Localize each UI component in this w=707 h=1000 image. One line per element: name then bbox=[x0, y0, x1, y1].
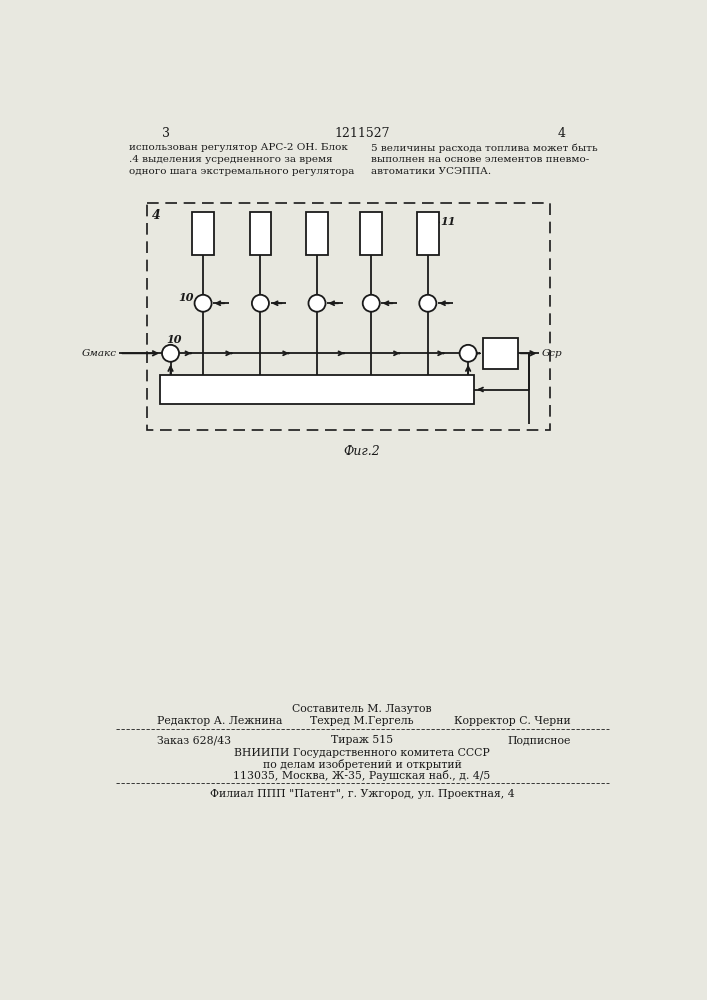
Circle shape bbox=[363, 295, 380, 312]
Bar bbox=[306, 212, 328, 255]
Text: 3: 3 bbox=[162, 127, 170, 140]
Text: Техред М.Гергель: Техред М.Гергель bbox=[310, 716, 414, 726]
Bar bbox=[160, 375, 474, 404]
Text: Подписное: Подписное bbox=[507, 735, 571, 745]
Text: Фиг.2: Фиг.2 bbox=[344, 445, 380, 458]
Text: 12: 12 bbox=[492, 347, 508, 360]
Text: 113035, Москва, Ж-35, Раушская наб., д. 4/5: 113035, Москва, Ж-35, Раушская наб., д. … bbox=[233, 770, 491, 781]
Text: 1211527: 1211527 bbox=[334, 127, 390, 140]
Bar bbox=[483, 338, 518, 369]
Text: 4: 4 bbox=[557, 127, 565, 140]
Text: использован регулятор АРС-2 ОН. Блок
.4 выделения усредненного за время
одного ш: использован регулятор АРС-2 ОН. Блок .4 … bbox=[129, 143, 354, 176]
Text: по делам изобретений и открытий: по делам изобретений и открытий bbox=[262, 759, 462, 770]
Text: 5 величины расхода топлива может быть
выполнен на основе элементов пневмо-
автом: 5 величины расхода топлива может быть вы… bbox=[371, 143, 598, 176]
Circle shape bbox=[419, 295, 436, 312]
Bar bbox=[146, 203, 549, 430]
Text: Заказ 628/43: Заказ 628/43 bbox=[156, 735, 230, 745]
Circle shape bbox=[308, 295, 325, 312]
Text: Gср: Gср bbox=[542, 349, 562, 358]
Bar bbox=[361, 212, 382, 255]
Circle shape bbox=[460, 345, 477, 362]
Text: Тираж 515: Тираж 515 bbox=[331, 735, 393, 745]
Bar bbox=[417, 212, 438, 255]
Text: Gмакс: Gмакс bbox=[82, 349, 117, 358]
Text: Составитель М. Лазутов: Составитель М. Лазутов bbox=[292, 704, 432, 714]
Text: 9: 9 bbox=[313, 382, 322, 396]
Text: ВНИИПИ Государственного комитета СССР: ВНИИПИ Государственного комитета СССР bbox=[234, 748, 490, 758]
Text: 10: 10 bbox=[166, 334, 182, 345]
Text: 4: 4 bbox=[152, 209, 160, 222]
Text: 11: 11 bbox=[440, 216, 456, 227]
Text: Корректор С. Черни: Корректор С. Черни bbox=[454, 716, 571, 726]
Bar bbox=[192, 212, 214, 255]
Text: 10: 10 bbox=[178, 292, 194, 303]
Text: Филиал ППП "Патент", г. Ужгород, ул. Проектная, 4: Филиал ППП "Патент", г. Ужгород, ул. Про… bbox=[210, 789, 514, 799]
Bar bbox=[250, 212, 271, 255]
Circle shape bbox=[194, 295, 211, 312]
Text: Редактор А. Лежнина: Редактор А. Лежнина bbox=[156, 716, 282, 726]
Circle shape bbox=[162, 345, 179, 362]
Circle shape bbox=[252, 295, 269, 312]
